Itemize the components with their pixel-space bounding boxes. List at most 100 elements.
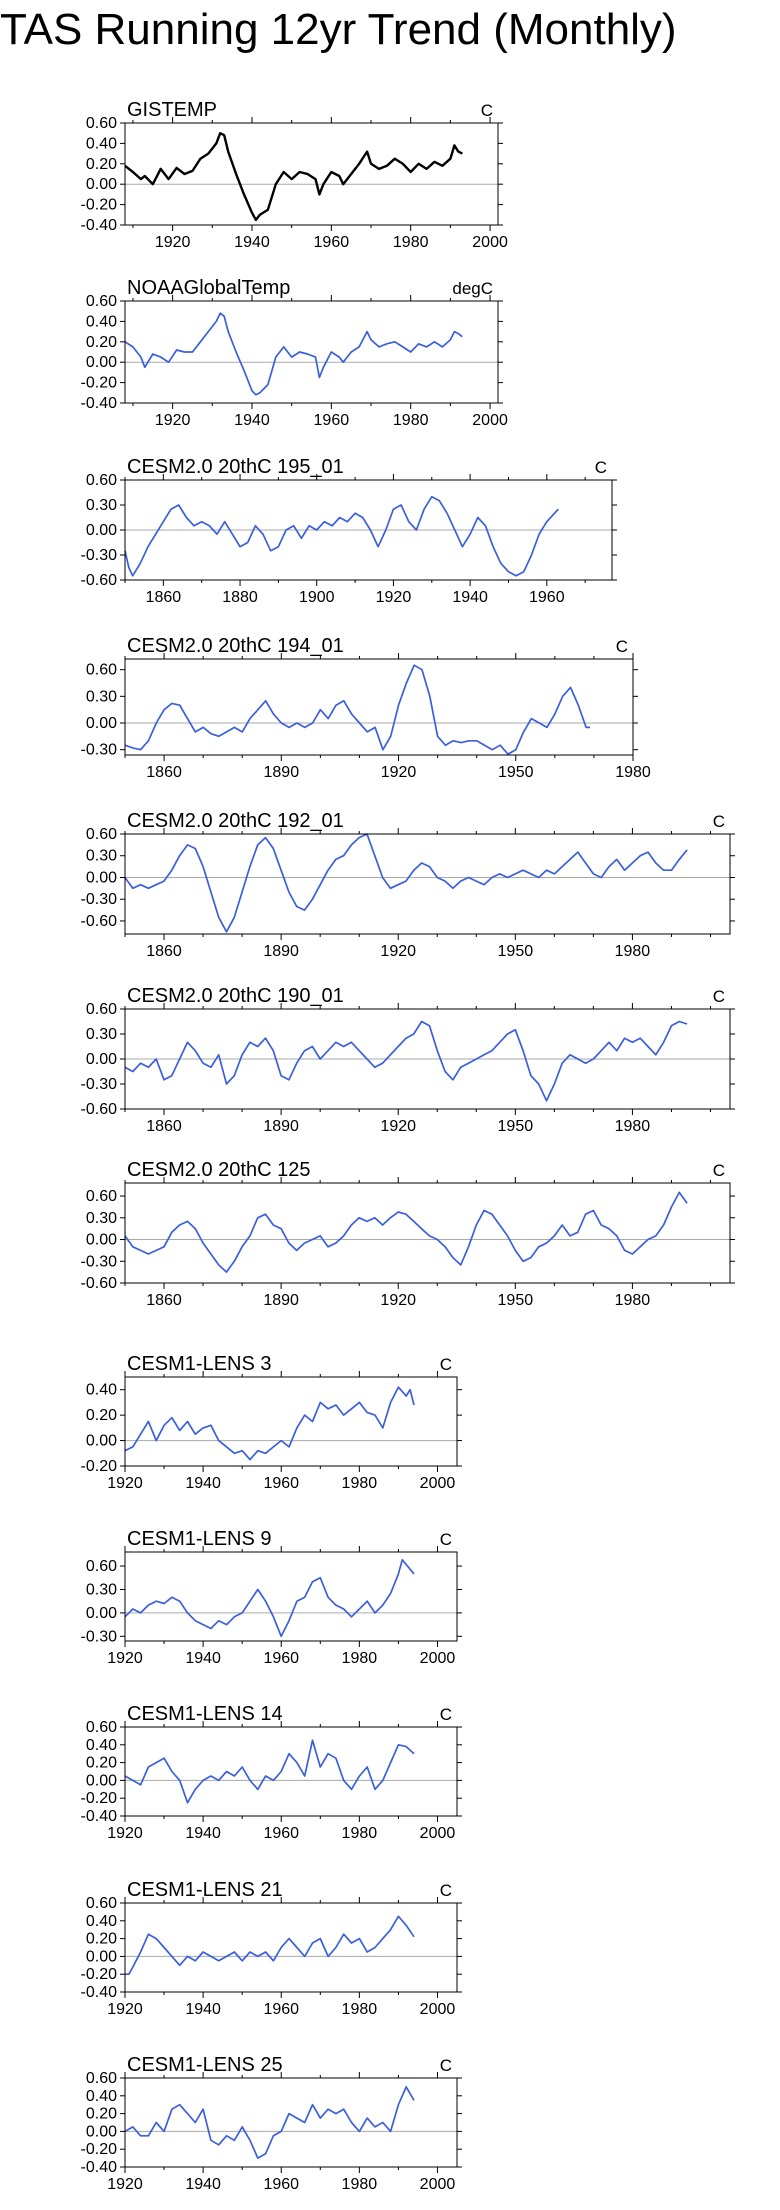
chart-title: CESM1-LENS 21: [127, 1879, 283, 1901]
series-line: [124, 1558, 415, 1638]
x-tick-label: 1890: [264, 764, 300, 781]
units-label: degC: [452, 279, 493, 298]
x-tick-label: 1950: [498, 764, 534, 781]
y-tick-label: 0.60: [86, 1188, 117, 1205]
series-line: [124, 1386, 415, 1461]
y-tick-label: 0.00: [86, 1232, 117, 1249]
x-tick-label: 1960: [314, 412, 350, 429]
series-line: [124, 495, 559, 577]
y-tick-label: 0.30: [86, 497, 117, 514]
x-tick-label: 1920: [107, 1825, 143, 1842]
y-tick-label: 0.60: [86, 1895, 117, 1912]
chart-title: CESM2.0 20thC 125: [127, 1159, 310, 1181]
y-tick-label: -0.40: [81, 217, 118, 234]
y-tick-label: 0.40: [86, 2088, 117, 2105]
x-tick-label: 1940: [185, 2176, 221, 2193]
y-tick-label: 0.00: [86, 1051, 117, 1068]
plot-frame: [124, 122, 499, 226]
x-tick-label: 1940: [185, 1825, 221, 1842]
y-tick-label: -0.20: [81, 197, 118, 214]
x-tick-label: 1980: [615, 1292, 651, 1309]
x-tick-label: 1920: [107, 2176, 143, 2193]
x-tick-label: 1940: [185, 2001, 221, 2018]
y-tick-label: -0.30: [81, 547, 118, 564]
x-tick-label: 1980: [342, 2176, 378, 2193]
y-tick-label: 0.40: [86, 1913, 117, 1930]
y-tick-label: 0.40: [86, 135, 117, 152]
y-tick-label: 0.30: [86, 1026, 117, 1043]
x-tick-label: 1860: [146, 1292, 182, 1309]
y-tick-label: 0.00: [86, 1433, 117, 1450]
x-tick-label: 2000: [420, 2176, 456, 2193]
x-tick-label: 1880: [222, 589, 258, 606]
y-tick-label: 0.60: [86, 1001, 117, 1018]
y-tick-label: 0.40: [86, 313, 117, 330]
plot-frame: [124, 1902, 458, 1993]
y-tick-label: 0.30: [86, 1581, 117, 1598]
units-label: C: [595, 458, 607, 477]
y-tick-label: 0.20: [86, 2106, 117, 2123]
x-tick-label: 1860: [146, 764, 182, 781]
y-tick-label: 0.00: [86, 715, 117, 732]
y-tick-label: 0.60: [86, 1558, 117, 1575]
y-tick-label: -0.30: [81, 891, 118, 908]
x-tick-label: 1960: [263, 1825, 299, 1842]
chart-panel-2: 1920 1940 1960 1980 2000 -0.40 -0.20 0.00 0.20 0.…: [81, 277, 508, 429]
x-tick-label: 2000: [420, 2001, 456, 2018]
y-tick-label: 0.00: [86, 1772, 117, 1789]
y-tick-label: 0.60: [86, 2070, 117, 2087]
y-tick-label: -0.60: [81, 1275, 118, 1292]
chart-title: NOAAGlobalTemp: [127, 277, 290, 299]
chart-title: CESM1-LENS 25: [127, 2054, 283, 2076]
x-tick-label: 1940: [234, 412, 270, 429]
x-tick-label: 1920: [381, 764, 417, 781]
plot-frame: [124, 833, 731, 935]
y-tick-label: 0.00: [86, 1948, 117, 1965]
plot-frame: [124, 1376, 458, 1467]
chart-title: CESM2.0 20thC 195_01: [127, 456, 344, 478]
x-tick-label: 1960: [314, 234, 350, 251]
x-tick-label: 1900: [299, 589, 335, 606]
x-tick-label: 1980: [615, 943, 651, 960]
x-tick-label: 1960: [263, 2001, 299, 2018]
series-line: [124, 2086, 415, 2159]
y-tick-label: 0.60: [86, 826, 117, 843]
plot-frame: [124, 658, 634, 756]
y-tick-label: 0.60: [86, 662, 117, 679]
x-tick-label: 1890: [263, 1118, 299, 1135]
y-tick-label: -0.20: [81, 1966, 118, 1983]
y-tick-label: -0.30: [81, 1076, 118, 1093]
x-tick-label: 1950: [498, 1292, 534, 1309]
x-tick-label: 1920: [155, 412, 191, 429]
chart-title: CESM1-LENS 3: [127, 1353, 272, 1375]
chart-title: CESM2.0 20thC 194_01: [127, 635, 344, 657]
x-tick-label: 1980: [393, 234, 429, 251]
x-tick-label: 1960: [263, 2176, 299, 2193]
y-tick-label: 0.00: [86, 522, 117, 539]
series-line: [124, 833, 688, 933]
series-line: [124, 664, 590, 755]
units-label: C: [713, 812, 725, 831]
x-tick-label: 1860: [146, 589, 182, 606]
series-line: [125, 1915, 415, 1976]
units-label: C: [440, 2056, 452, 2075]
y-tick-label: -0.40: [81, 1984, 118, 2001]
y-tick-label: 0.60: [86, 472, 117, 489]
chart-panel-9: 1920 1940 1960 1980 2000 -0.30 0.00 0.30 0.60 CES…: [81, 1528, 462, 1667]
x-tick-label: 1920: [107, 1475, 143, 1492]
units-label: C: [440, 1705, 452, 1724]
x-tick-label: 1940: [234, 234, 270, 251]
y-tick-label: 0.20: [86, 156, 117, 173]
plot-frame: [124, 1726, 458, 1817]
x-tick-label: 1980: [615, 1118, 651, 1135]
chart-panel-11: 1920 1940 1960 1980 2000-0.40-0.200.000.200.…: [81, 1879, 462, 2018]
chart-panel-10: 1920 1940 1960 1980 2000-0.40-0.200.000.200.…: [81, 1703, 462, 1842]
x-tick-label: 1920: [107, 1650, 143, 1667]
chart-panel-12: 1920 1940 1960 1980 2000-0.40-0.200.000.200.…: [81, 2054, 462, 2193]
x-tick-label: 1890: [263, 943, 299, 960]
x-tick-label: 1920: [107, 2001, 143, 2018]
x-tick-label: 1860: [146, 1118, 182, 1135]
x-tick-label: 1960: [263, 1475, 299, 1492]
x-tick-label: 1940: [185, 1650, 221, 1667]
